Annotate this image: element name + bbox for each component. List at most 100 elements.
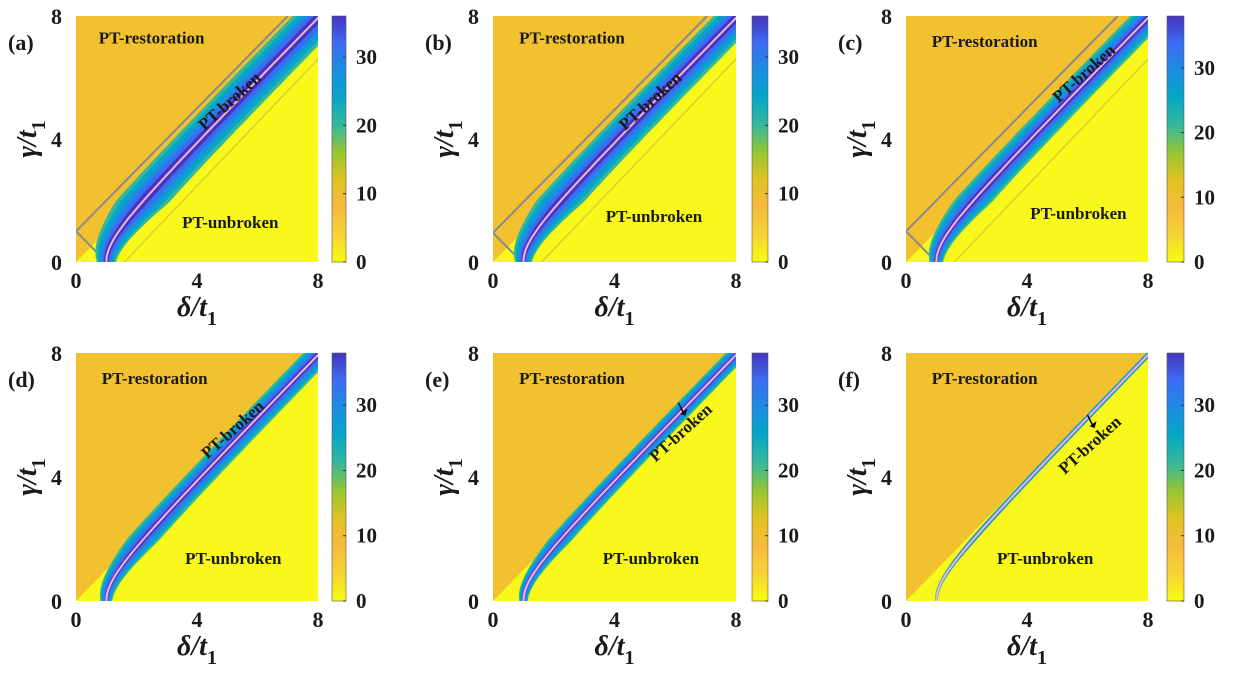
panel-label: (c) xyxy=(838,30,862,55)
colorbar xyxy=(751,352,769,602)
colorbar-tick-label: 10 xyxy=(778,182,799,206)
pt-broken-band xyxy=(521,16,736,262)
x-tick-label: 4 xyxy=(1022,607,1033,632)
region-label-pt-unbroken: PT-unbroken xyxy=(997,549,1094,568)
y-tick-label: 4 xyxy=(468,127,479,152)
x-tick-label: 8 xyxy=(1143,268,1154,293)
colorbar-tick-label: 20 xyxy=(356,458,377,482)
y-tick-label: 0 xyxy=(881,250,892,275)
heatmap-area xyxy=(906,16,1148,262)
heatmap-area xyxy=(493,353,736,601)
colorbar-tick-label: 30 xyxy=(778,45,799,69)
colorbar xyxy=(331,352,347,602)
colorbar-tick-label: 20 xyxy=(1194,458,1215,482)
pt-broken-band xyxy=(933,16,1148,262)
unbroken-boundary-line xyxy=(953,58,1148,262)
x-axis-title: δ/t1 xyxy=(595,292,635,330)
y-tick-label: 4 xyxy=(51,127,62,152)
pointer-arrowhead xyxy=(1089,421,1097,429)
x-tick-label: 0 xyxy=(488,268,499,293)
colorbar xyxy=(331,15,347,263)
y-tick-label: 8 xyxy=(51,4,62,29)
region-label-pt-restoration: PT-restoration xyxy=(519,29,625,48)
y-tick-label: 0 xyxy=(468,589,479,614)
y-tick-label: 4 xyxy=(881,127,892,152)
unbroken-boundary-line xyxy=(123,58,318,262)
x-tick-label: 0 xyxy=(901,607,912,632)
colorbar-tick-label: 10 xyxy=(356,182,377,206)
x-tick-label: 4 xyxy=(192,268,203,293)
y-tick-label: 0 xyxy=(51,589,62,614)
peak-line xyxy=(105,16,318,262)
heatmap-area xyxy=(906,353,1148,601)
y-axis-title: γ/t1 xyxy=(429,458,467,495)
region-label-pt-unbroken: PT-unbroken xyxy=(603,549,700,568)
colorbar-tick-label: 30 xyxy=(1194,56,1215,80)
x-tick-label: 0 xyxy=(488,607,499,632)
colorbar-tick-label: 10 xyxy=(778,524,799,548)
panel-label: (f) xyxy=(838,367,860,392)
colorbar-tick-label: 0 xyxy=(1194,250,1205,274)
x-axis-title: δ/t1 xyxy=(177,292,217,330)
x-axis-title: δ/t1 xyxy=(1007,292,1047,330)
panel-label: (b) xyxy=(425,30,452,55)
x-axis-title: δ/t1 xyxy=(595,631,635,669)
y-axis-title: γ/t1 xyxy=(12,458,50,495)
peak-line xyxy=(935,16,1148,262)
y-tick-label: 4 xyxy=(51,465,62,490)
region-label-pt-unbroken: PT-unbroken xyxy=(185,549,282,568)
y-axis-title: γ/t1 xyxy=(842,120,880,157)
y-tick-label: 8 xyxy=(468,341,479,366)
region-label-pt-restoration: PT-restoration xyxy=(932,32,1038,51)
region-label-pt-restoration: PT-restoration xyxy=(519,369,625,388)
colorbar-tick-label: 0 xyxy=(356,250,367,274)
x-axis-title: δ/t1 xyxy=(177,631,217,669)
x-tick-label: 0 xyxy=(901,268,912,293)
y-tick-label: 4 xyxy=(468,465,479,490)
colorbar xyxy=(751,15,769,263)
colorbar-tick-label: 0 xyxy=(356,589,367,613)
unbroken-boundary-line xyxy=(541,58,736,262)
pointer-arrow xyxy=(677,402,685,414)
colorbar-tick-label: 20 xyxy=(1194,121,1215,145)
y-tick-label: 0 xyxy=(51,250,62,275)
heatmap-area xyxy=(76,16,318,262)
panel-label: (e) xyxy=(425,367,449,392)
x-tick-label: 8 xyxy=(313,268,324,293)
restoration-boundary-line xyxy=(906,16,1119,232)
panel-label: (d) xyxy=(8,367,35,392)
x-tick-label: 8 xyxy=(1143,607,1154,632)
x-tick-label: 8 xyxy=(313,607,324,632)
y-tick-label: 8 xyxy=(468,4,479,29)
y-tick-label: 8 xyxy=(881,341,892,366)
pointer-arrow xyxy=(1086,414,1094,426)
y-tick-label: 4 xyxy=(881,465,892,490)
region-label-pt-unbroken: PT-unbroken xyxy=(606,207,703,226)
colorbar-tick-label: 20 xyxy=(778,113,799,137)
region-label-pt-restoration: PT-restoration xyxy=(932,369,1038,388)
region-label-pt-unbroken: PT-unbroken xyxy=(1030,204,1127,223)
y-tick-label: 8 xyxy=(881,4,892,29)
pointer-arrowhead xyxy=(680,408,688,416)
region-label-pt-restoration: PT-restoration xyxy=(99,29,205,48)
restoration-boundary-line xyxy=(76,16,289,232)
y-tick-label: 0 xyxy=(468,250,479,275)
colorbar xyxy=(1166,15,1185,263)
heatmap-area xyxy=(493,16,736,262)
colorbar-tick-label: 10 xyxy=(1194,524,1215,548)
restoration-boundary-line xyxy=(493,16,708,234)
heatmap-area xyxy=(76,353,318,601)
y-axis-title: γ/t1 xyxy=(429,120,467,157)
colorbar-tick-label: 20 xyxy=(356,113,377,137)
colorbar xyxy=(1166,352,1185,602)
y-tick-label: 0 xyxy=(881,589,892,614)
peak-line xyxy=(935,353,1148,601)
x-tick-label: 4 xyxy=(609,268,620,293)
y-axis-title: γ/t1 xyxy=(12,120,50,157)
